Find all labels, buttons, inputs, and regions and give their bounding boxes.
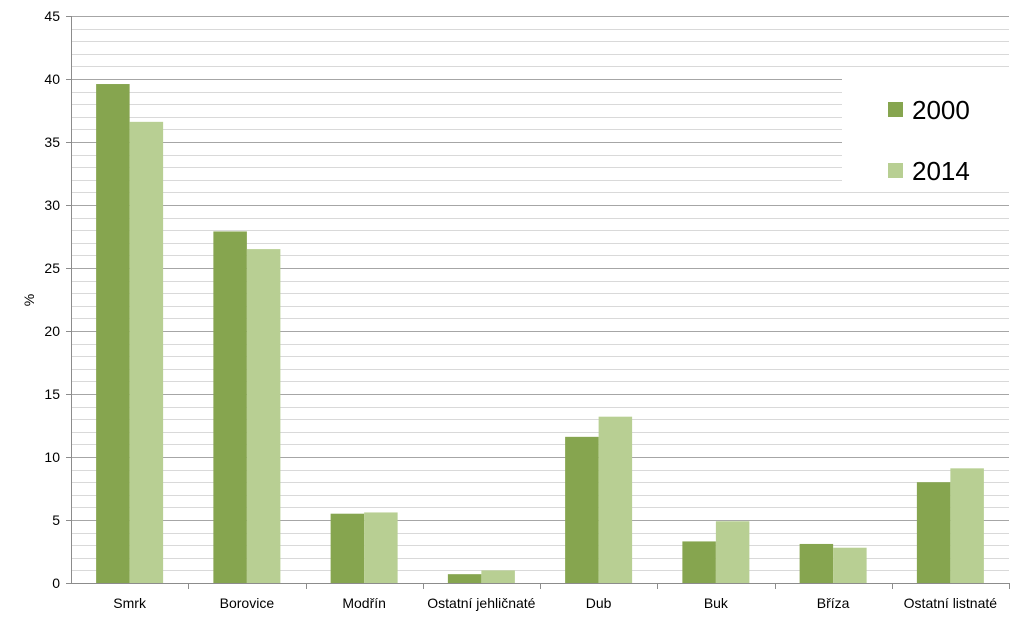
bar-2014-5 bbox=[715, 521, 750, 583]
legend-background bbox=[842, 70, 1010, 192]
axes bbox=[66, 16, 1010, 589]
y-tick-label: 30 bbox=[44, 197, 60, 213]
y-tick-label: 20 bbox=[44, 323, 60, 339]
y-tick-label: 25 bbox=[44, 260, 60, 276]
y-tick-label: 5 bbox=[52, 512, 60, 528]
bar-2014-2 bbox=[364, 512, 398, 583]
x-tick-label: Ostatní listnaté bbox=[904, 595, 998, 611]
bar-2014-4 bbox=[598, 416, 633, 583]
x-tick-label: Modřín bbox=[342, 595, 386, 611]
y-tick-label: 35 bbox=[44, 134, 60, 150]
y-tick-label: 0 bbox=[52, 575, 60, 591]
x-tick-label: Borovice bbox=[220, 595, 275, 611]
bar-2014-1 bbox=[246, 249, 281, 583]
bar-2014-7 bbox=[950, 468, 984, 583]
y-axis-title: % bbox=[21, 294, 37, 306]
y-tick-label: 40 bbox=[44, 71, 60, 87]
x-tick-label: Dub bbox=[586, 595, 612, 611]
bar-2000-4 bbox=[565, 436, 599, 583]
bar-2014-0 bbox=[129, 121, 164, 583]
bar-2014-6 bbox=[833, 547, 867, 583]
legend-label-2014: 2014 bbox=[912, 156, 970, 186]
legend: 2000 2014 bbox=[842, 70, 1010, 192]
bar-2000-3 bbox=[447, 574, 482, 583]
x-tick-label: Ostatní jehličnaté bbox=[427, 595, 535, 611]
legend-swatch-2000 bbox=[888, 102, 903, 117]
bar-2000-6 bbox=[799, 543, 834, 583]
bar-2014-3 bbox=[481, 570, 515, 583]
x-tick-label: Smrk bbox=[113, 595, 147, 611]
bar-2000-5 bbox=[682, 541, 716, 583]
y-tick-label: 45 bbox=[44, 8, 60, 24]
y-tick-label: 15 bbox=[44, 386, 60, 402]
bar-2000-7 bbox=[916, 482, 951, 583]
bar-2000-0 bbox=[96, 84, 130, 583]
legend-swatch-2014 bbox=[888, 163, 903, 178]
x-tick-label: Bříza bbox=[817, 595, 850, 611]
x-tick-label: Buk bbox=[704, 595, 729, 611]
y-tick-label: 10 bbox=[44, 449, 60, 465]
tick-labels: 0 5 10 15 20 25 30 35 40 45 Smrk Borovice Modřín Osta… bbox=[44, 8, 997, 611]
legend-label-2000: 2000 bbox=[912, 95, 970, 125]
bars bbox=[96, 84, 984, 583]
bar-2000-2 bbox=[330, 513, 365, 583]
bar-2000-1 bbox=[213, 231, 247, 583]
